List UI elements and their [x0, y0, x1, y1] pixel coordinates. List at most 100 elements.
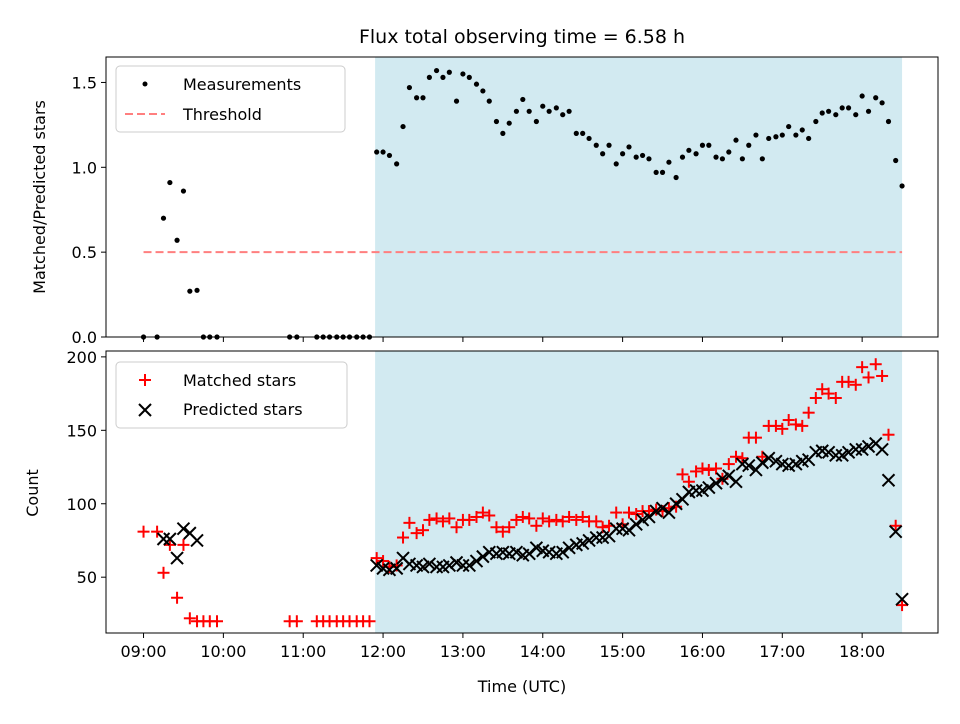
predicted-star-point [462, 558, 477, 573]
measurement-point [414, 95, 420, 101]
measurement-point [566, 108, 572, 114]
matched-star-point [809, 392, 822, 404]
x-tick-label: 18:00 [839, 642, 885, 661]
matched-star-point [163, 538, 176, 551]
y-tick-label: 100 [66, 495, 97, 514]
matched-star-point [490, 521, 503, 534]
measurement-point [793, 132, 799, 138]
measurement-point [386, 152, 393, 159]
matched-star-point [610, 506, 623, 519]
measurement-point [394, 161, 400, 167]
predicted-star-point [556, 545, 570, 559]
x-tick-label: 09:00 [120, 642, 166, 661]
matched-star-point [556, 515, 569, 528]
measurement-point [679, 154, 686, 160]
predicted-star-point [669, 497, 683, 511]
measurement-point [699, 142, 706, 148]
matched-star-point [736, 452, 749, 465]
matched-star-point [782, 414, 795, 427]
measurement-point [513, 108, 520, 114]
predicted-star-point [895, 592, 909, 606]
measurement-point [839, 105, 845, 111]
predicted-star-point [176, 522, 191, 536]
measurement-point [865, 108, 872, 114]
matched-star-point [876, 369, 889, 382]
matched-star-point [171, 591, 184, 604]
measurement-point [187, 288, 193, 294]
measurement-point [526, 108, 532, 114]
matched-star-point [769, 419, 782, 432]
measurement-point [167, 179, 173, 186]
x-tick-label: 12:00 [360, 642, 406, 661]
matched-star-point [377, 555, 390, 568]
matched-star-point [802, 406, 815, 419]
matched-star-point [430, 512, 443, 525]
top-y-axis-label: Matched/Predicted stars [30, 100, 49, 294]
matched-star-point [696, 462, 709, 475]
predicted-star-point [861, 439, 876, 454]
y-tick-label: 1.0 [72, 158, 97, 177]
predicted-star-point [422, 557, 437, 571]
predicted-stars-legend-marker [138, 403, 152, 417]
predicted-star-point [755, 455, 770, 470]
measurement-point [440, 74, 446, 80]
measurement-point [600, 151, 606, 157]
matched-star-point [856, 361, 869, 374]
predicted-star-point [589, 530, 603, 545]
matched-star-point [363, 615, 376, 628]
measurement-point [666, 159, 672, 165]
matched-star-point [157, 566, 170, 579]
matched-star-point [776, 422, 789, 435]
measurement-point [879, 100, 885, 106]
measurement-point [726, 149, 732, 155]
measurement-point [686, 147, 692, 153]
measurement-point [180, 188, 187, 194]
predicted-star-point [582, 533, 596, 548]
predicted-star-point [662, 505, 676, 520]
x-tick-label: 15:00 [600, 642, 646, 661]
predicted-star-point [875, 442, 889, 457]
matched-star-point [290, 615, 303, 628]
x-tick-label: 11:00 [280, 642, 326, 661]
matched-star-point [590, 515, 603, 528]
matched-star-point [563, 510, 576, 523]
chart-title: Flux total observing time = 6.58 h [359, 26, 685, 48]
matched-star-point [796, 419, 809, 432]
predicted-stars-series [156, 436, 909, 606]
predicted-star-point [170, 551, 184, 565]
predicted-star-point [190, 533, 204, 548]
measurement-point [766, 135, 772, 142]
measurement-point [693, 151, 699, 157]
measurement-point [826, 108, 832, 114]
matched-star-point [423, 513, 436, 526]
top-panel: 0.0 0.5 1.0 1.5 Matched/Predicted stars Mea… [30, 56, 939, 347]
matched-star-point [642, 505, 655, 518]
matched-star-point [889, 519, 902, 532]
measurement-point [753, 132, 759, 138]
measurement-point [433, 67, 440, 74]
matched-star-point [882, 428, 895, 441]
measurement-point [160, 215, 167, 221]
predicted-star-point [609, 522, 623, 536]
predicted-star-point [742, 458, 756, 473]
measurement-point [659, 169, 666, 175]
x-tick-label: 16:00 [679, 642, 725, 661]
x-tick-label: 10:00 [200, 642, 246, 661]
measurement-point [553, 105, 559, 111]
measurement-point [480, 88, 486, 94]
y-tick-label: 1.5 [72, 73, 97, 92]
matched-star-point [816, 383, 829, 396]
measurement-point [466, 74, 472, 80]
measurement-point [833, 112, 839, 118]
measurement-point [639, 152, 646, 159]
measurement-point [546, 108, 552, 114]
predicted-star-point [881, 473, 896, 487]
predicted-star-point [841, 445, 856, 460]
matched-star-point [862, 371, 875, 384]
measurement-point [486, 98, 492, 104]
bottom-x-axis: 09:00 10:00 11:00 12:00 13:00 14:00 15:00 16:00… [120, 633, 885, 661]
matched-star-point [896, 599, 909, 612]
legend-threshold: Threshold [182, 105, 262, 124]
predicted-star-point [888, 524, 903, 539]
measurement-point [746, 142, 752, 148]
